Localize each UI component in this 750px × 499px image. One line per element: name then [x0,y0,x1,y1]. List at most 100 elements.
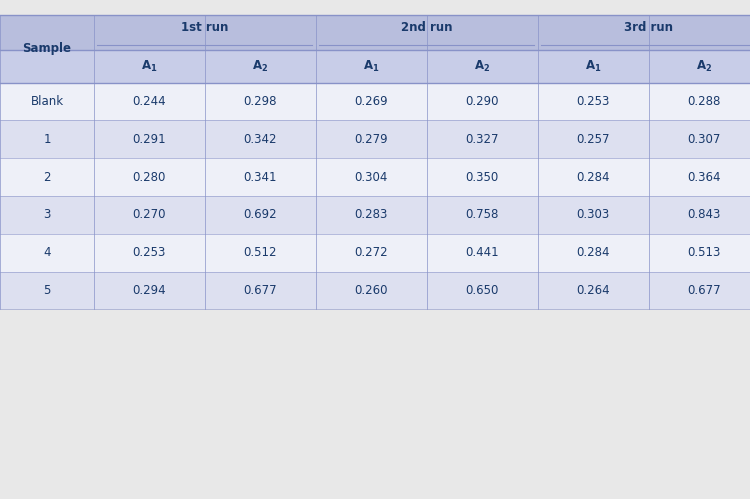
Bar [649,196,750,234]
Text: 1: 1 [44,133,51,146]
Text: 1st run: 1st run [182,21,229,34]
Bar [316,50,427,83]
Bar [427,50,538,83]
Bar [205,158,316,196]
Text: 0.260: 0.260 [355,284,388,297]
Bar [649,271,750,309]
Text: 0.269: 0.269 [355,95,388,108]
Text: 2nd run: 2nd run [401,21,452,34]
Text: 0.677: 0.677 [688,284,721,297]
Bar [316,196,427,234]
Text: 0.650: 0.650 [466,284,499,297]
Text: 0.758: 0.758 [466,209,499,222]
Text: 0.290: 0.290 [466,95,499,108]
Bar [427,196,538,234]
Text: 0.253: 0.253 [577,95,610,108]
Bar [205,83,316,120]
Bar [94,196,205,234]
Text: Blank: Blank [31,95,64,108]
Bar [0,271,94,309]
Bar [0,50,94,83]
Bar [538,196,649,234]
Text: 0.341: 0.341 [244,171,277,184]
Text: 0.244: 0.244 [133,95,166,108]
Text: $\mathbf{A_{2}}$: $\mathbf{A_{2}}$ [696,59,712,74]
Bar [538,83,649,120]
Text: Sample: Sample [22,42,71,55]
Bar [649,158,750,196]
Text: 0.677: 0.677 [244,284,278,297]
Text: 0.284: 0.284 [577,171,610,184]
Text: 0.257: 0.257 [577,133,610,146]
Bar [316,271,427,309]
Bar [94,83,205,120]
Text: 0.692: 0.692 [244,209,278,222]
Text: 0.279: 0.279 [355,133,388,146]
Bar [538,234,649,271]
Text: $\mathbf{A_{1}}$: $\mathbf{A_{1}}$ [141,59,158,74]
Text: $\mathbf{A_{2}}$: $\mathbf{A_{2}}$ [252,59,268,74]
Text: 0.513: 0.513 [688,246,721,259]
Bar [427,158,538,196]
Bar [205,271,316,309]
Text: 0.304: 0.304 [355,171,388,184]
Text: 4: 4 [44,246,51,259]
Bar [649,50,750,83]
Text: 0.303: 0.303 [577,209,610,222]
Text: 0.350: 0.350 [466,171,499,184]
Bar [0,83,94,120]
Bar [0,196,94,234]
Bar [205,234,316,271]
Bar [649,234,750,271]
Text: $\mathbf{A_{1}}$: $\mathbf{A_{1}}$ [363,59,380,74]
Bar [205,50,316,83]
Bar [94,158,205,196]
Text: 0.270: 0.270 [133,209,166,222]
Text: 0.288: 0.288 [688,95,721,108]
Text: $\mathbf{A_{1}}$: $\mathbf{A_{1}}$ [585,59,602,74]
Text: 5: 5 [44,284,51,297]
Bar [205,120,316,158]
Text: 0.307: 0.307 [688,133,721,146]
Bar [649,83,750,120]
Text: 0.298: 0.298 [244,95,277,108]
Bar [205,196,316,234]
Bar [427,234,538,271]
Text: 0.342: 0.342 [244,133,277,146]
Bar [316,234,427,271]
Bar [94,271,205,309]
Bar [538,271,649,309]
Text: 2: 2 [44,171,51,184]
Text: 0.291: 0.291 [133,133,166,146]
Text: 0.294: 0.294 [133,284,166,297]
Bar [0,15,94,50]
Bar [316,83,427,120]
Bar [94,120,205,158]
Bar [316,120,427,158]
Bar [649,120,750,158]
Text: $\mathbf{A_{2}}$: $\mathbf{A_{2}}$ [474,59,490,74]
Bar [94,50,205,83]
Text: 3: 3 [44,209,51,222]
Text: 0.253: 0.253 [133,246,166,259]
Text: 0.364: 0.364 [688,171,721,184]
Bar [538,158,649,196]
Bar [427,271,538,309]
Bar [427,120,538,158]
Text: 0.264: 0.264 [577,284,610,297]
Text: 0.284: 0.284 [577,246,610,259]
Bar [427,83,538,120]
Text: 0.843: 0.843 [688,209,721,222]
Bar [94,234,205,271]
Text: 0.272: 0.272 [355,246,388,259]
Bar [316,158,427,196]
Bar [0,120,94,158]
Bar [94,15,316,50]
Text: 0.280: 0.280 [133,171,166,184]
Text: 0.441: 0.441 [466,246,500,259]
Bar [538,50,649,83]
Bar [538,15,750,50]
Bar [538,120,649,158]
Bar [0,234,94,271]
Text: 0.512: 0.512 [244,246,277,259]
